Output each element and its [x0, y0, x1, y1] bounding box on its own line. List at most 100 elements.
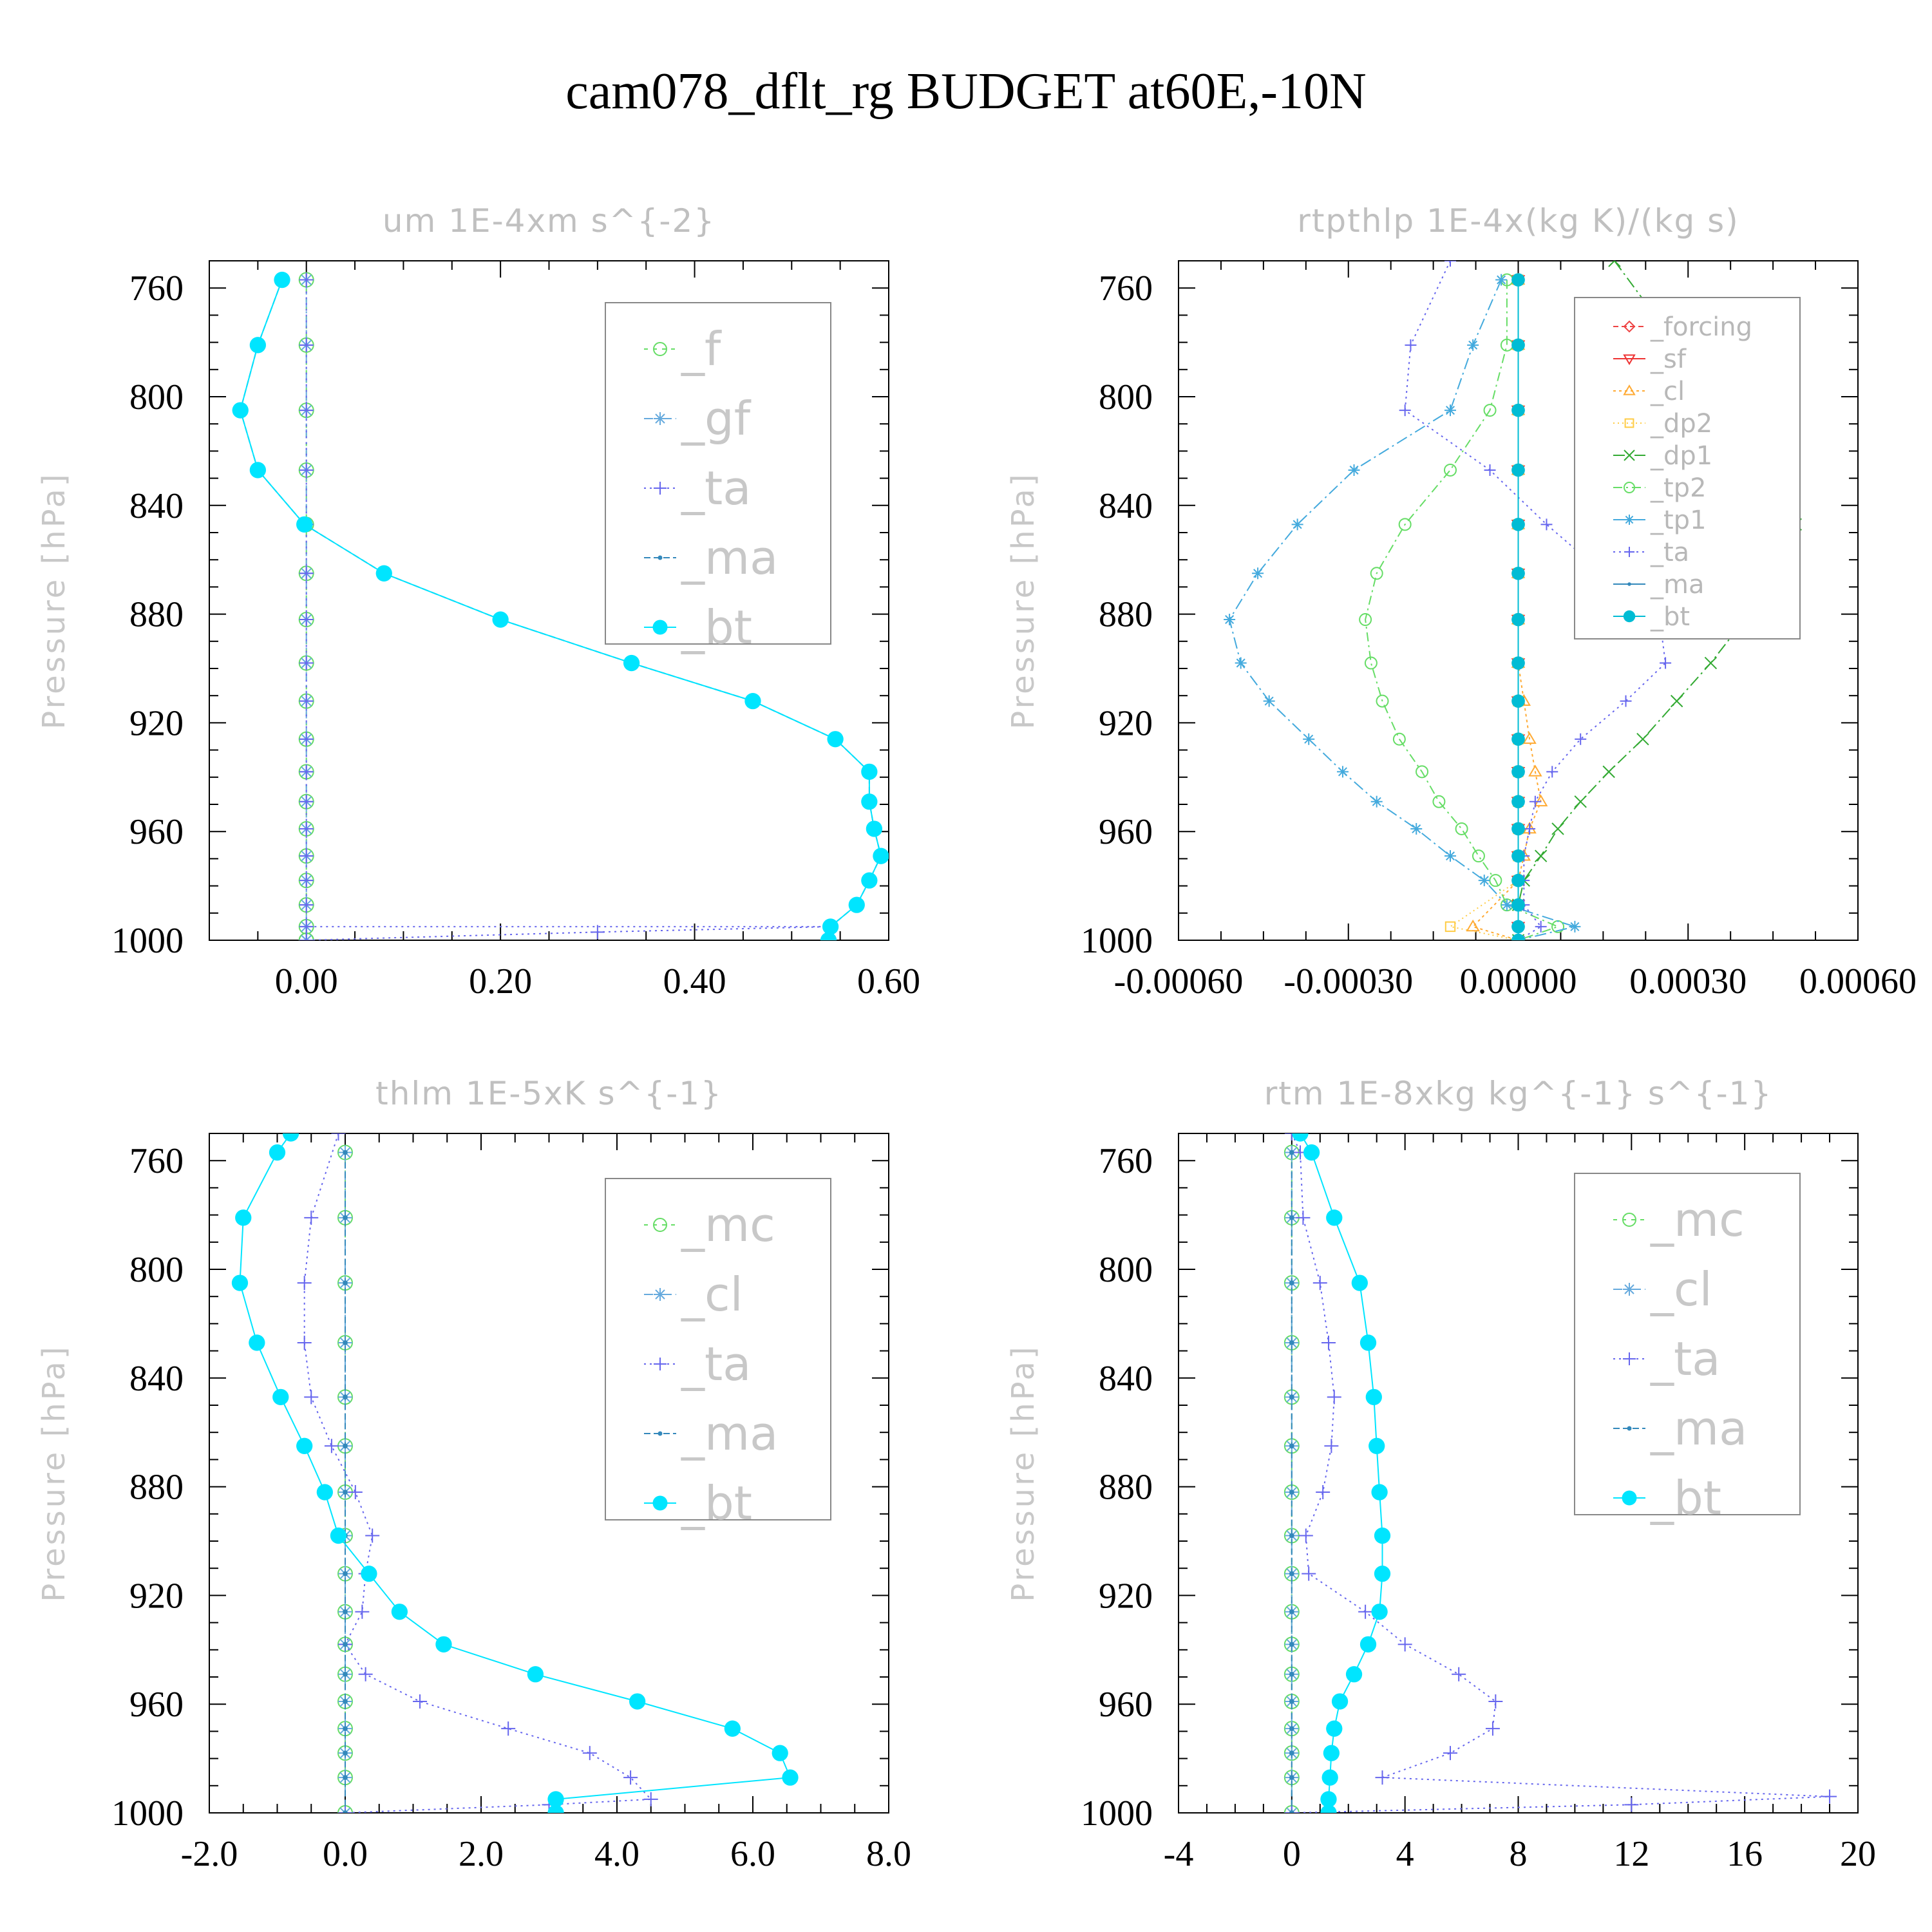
legend-marker: [1623, 384, 1636, 395]
data-point: [331, 1133, 346, 1141]
data-point: [1535, 920, 1547, 933]
data-point: [343, 1280, 348, 1285]
data-point: [547, 1804, 564, 1813]
data-point: [299, 612, 314, 627]
data-point: [1444, 850, 1456, 862]
data-point: [1466, 919, 1480, 932]
data-point: [1370, 795, 1383, 808]
data-point: [1289, 1533, 1294, 1539]
data-point: [1289, 1810, 1294, 1813]
data-point: [1291, 518, 1303, 531]
legend-marker: [654, 1288, 667, 1301]
x-tick-label: 0.20: [469, 961, 532, 1001]
legend-entry: _bt: [1613, 1471, 1721, 1525]
y-tick-label: 1000: [111, 921, 184, 961]
data-point: [1320, 1791, 1337, 1808]
data-point: [1345, 1666, 1363, 1683]
data-point: [861, 793, 878, 810]
data-point: [231, 1274, 249, 1291]
legend-label: _f: [681, 322, 722, 376]
legend-marker: [1624, 547, 1634, 557]
data-point: [629, 1693, 646, 1710]
legend-label: _ma: [1650, 1401, 1747, 1455]
series-ma: [343, 1150, 348, 1813]
x-tick-label: -0.00030: [1283, 961, 1413, 1001]
data-point: [1376, 694, 1389, 708]
data-point: [1289, 1150, 1294, 1155]
x-axis-ticks: 0.00 0.20 0.40 0.60: [209, 261, 920, 1001]
data-point: [1298, 1528, 1313, 1543]
data-point: [1326, 1209, 1343, 1226]
series-line: [1365, 279, 1560, 940]
x-tick-label: 0.0: [323, 1834, 368, 1874]
data-point: [1511, 795, 1525, 809]
data-point: [249, 462, 267, 478]
data-point: [623, 654, 640, 672]
legend-marker: [1624, 450, 1635, 461]
data-point: [1416, 765, 1429, 779]
data-point: [1289, 1490, 1294, 1495]
data-point: [1323, 1745, 1340, 1761]
legend-label: _ma: [681, 531, 778, 585]
legend-entry: _ta: [1613, 538, 1689, 567]
legend-box: [1574, 297, 1801, 639]
series-group: [232, 271, 889, 940]
data-point: [343, 1340, 348, 1345]
data-point: [1364, 656, 1378, 670]
legend-label: _ta: [681, 461, 751, 515]
data-point: [1302, 1566, 1316, 1581]
data-point: [375, 565, 392, 582]
panel-4: rtm 1E-8xkg kg^{-1} s^{-1} Pressure [hPa]…: [1005, 1075, 1876, 1874]
figure-title: cam078_dflt_rg BUDGET at60E,-10N: [565, 63, 1367, 120]
y-tick-label: 800: [1099, 1250, 1153, 1290]
data-point: [1483, 404, 1497, 417]
data-point: [1316, 1485, 1331, 1500]
data-point: [1452, 1667, 1466, 1681]
series-group: [231, 1133, 799, 1813]
series-bt: [1511, 273, 1525, 940]
data-point: [1511, 517, 1525, 531]
y-tick-label: 800: [129, 1250, 184, 1290]
data-point: [249, 337, 267, 354]
data-point: [1284, 1133, 1299, 1141]
x-tick-label: 16: [1727, 1834, 1763, 1874]
data-point: [1511, 920, 1525, 934]
legend-label: _forcing: [1650, 312, 1752, 342]
x-tick-label: 2.0: [459, 1834, 504, 1874]
data-point: [1263, 695, 1275, 707]
legend-label: _dp2: [1650, 409, 1712, 439]
x-tick-label: -2.0: [181, 1834, 238, 1874]
data-point: [304, 1210, 319, 1225]
legend-label: _cl: [681, 1267, 743, 1321]
legend-marker: [1627, 582, 1631, 586]
data-point: [391, 1604, 408, 1620]
legend-label: _bt: [1650, 602, 1690, 632]
data-point: [299, 566, 314, 581]
legend-marker: [1623, 354, 1636, 365]
data-point: [299, 462, 314, 477]
data-point: [861, 872, 878, 889]
data-point: [547, 1791, 564, 1808]
legend: _mc _cl _ta _ma _bt: [605, 1178, 831, 1530]
data-point: [1405, 339, 1417, 351]
data-point: [1522, 732, 1537, 744]
data-point: [1321, 1335, 1336, 1350]
legend-marker: [654, 412, 667, 425]
data-point: [582, 1746, 597, 1761]
data-point: [1289, 1443, 1294, 1449]
data-point: [343, 1750, 348, 1756]
x-tick-label: 0.00030: [1629, 961, 1747, 1001]
data-point: [299, 873, 314, 888]
x-tick-label: 0.40: [663, 961, 726, 1001]
data-point: [343, 1490, 348, 1495]
data-point: [744, 692, 761, 710]
data-point: [299, 337, 314, 352]
legend: _forcing _sf _cl _dp2_dp1_tp2 _tp1 _ta _ma_bt: [1574, 297, 1801, 639]
y-tick-label: 920: [129, 703, 184, 743]
legend-label: _mc: [1650, 1193, 1745, 1247]
legend-label: _cl: [1650, 377, 1685, 406]
data-point: [316, 1484, 333, 1501]
legend-entry: _mc: [644, 1198, 775, 1252]
y-axis-label: Pressure [hPa]: [1005, 1344, 1041, 1602]
panel-title: um 1E-4xm s^{-2}: [383, 202, 715, 240]
